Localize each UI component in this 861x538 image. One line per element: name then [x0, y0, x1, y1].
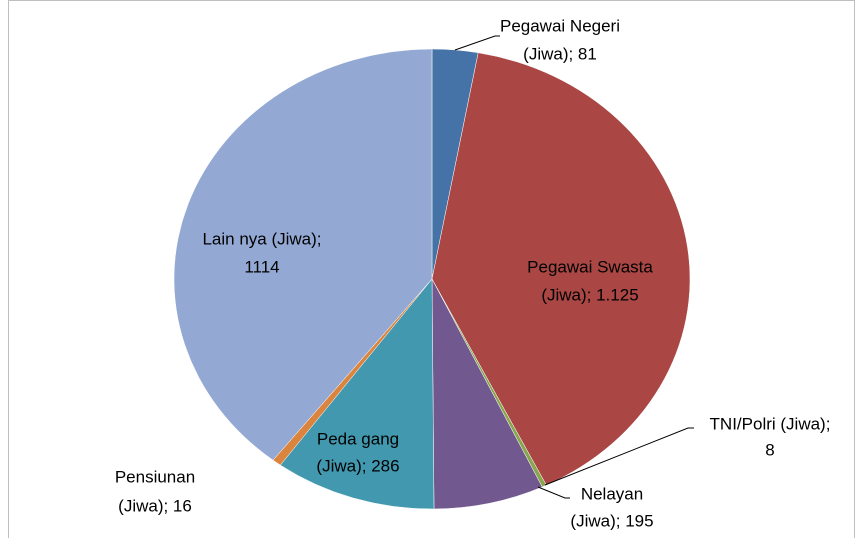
data-label: Lain nya (Jiwa); [202, 229, 321, 248]
data-label: (Jiwa); 1.125 [541, 285, 638, 304]
leader-line [544, 427, 694, 486]
data-label: (Jiwa); 81 [523, 44, 597, 63]
leader-line [454, 35, 500, 51]
data-label: Pensiunan [115, 467, 195, 486]
data-label: Peda gang [317, 429, 399, 448]
data-label: 8 [765, 440, 774, 459]
data-label: (Jiwa); 16 [118, 496, 192, 515]
data-label: Pegawai Negeri [500, 16, 620, 35]
data-label: TNI/Polri (Jiwa); [710, 414, 831, 433]
data-label: (Jiwa); 195 [570, 511, 653, 530]
leader-line [537, 486, 570, 499]
pie-slice [279, 278, 435, 510]
data-label: (Jiwa); 286 [316, 456, 399, 475]
data-label: Pegawai Swasta [527, 257, 653, 276]
data-label: Nelayan [581, 484, 643, 503]
pie-slice [173, 48, 433, 461]
data-label: 1114 [244, 257, 279, 276]
pie-slice [431, 52, 691, 486]
